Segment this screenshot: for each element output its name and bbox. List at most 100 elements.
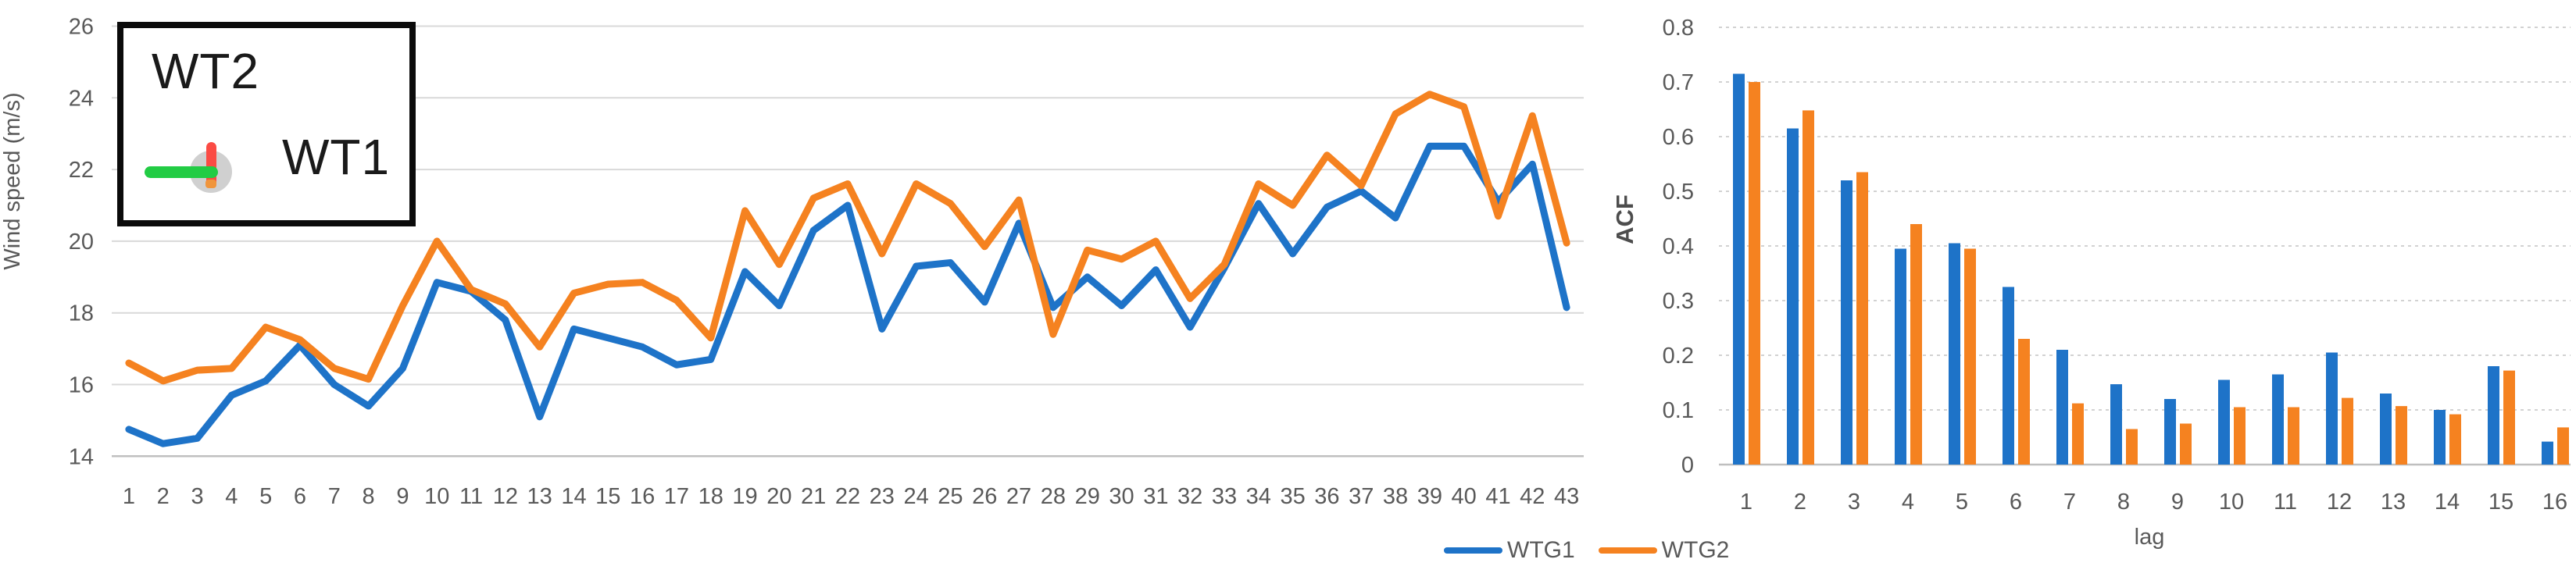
y-axis-tick-label: 22 [69,158,94,183]
acf-bar-wtg1 [2218,379,2230,465]
acf-bar-wtg2 [2557,427,2569,465]
legend-item-wtg2: WTG2 [1598,537,1730,564]
wtg1-line-swatch-icon [1444,547,1502,554]
acf-bar-wtg1 [2003,287,2014,465]
lag-tick-label: 14 [2435,490,2460,515]
acf-bar-wtg2 [2503,370,2515,465]
x-axis-tick-label: 30 [1109,484,1134,509]
acf-y-tick-label: 0.4 [1663,234,1694,259]
legend-label-wtg2: WTG2 [1661,537,1730,563]
acf-bar-wtg1 [1895,248,1906,465]
inset-wt1-label: WT1 [282,129,391,185]
x-axis-tick-label: 20 [766,484,791,509]
x-axis-tick-label: 9 [396,484,409,509]
turbine-orange-nub-icon [205,180,216,188]
x-axis-tick-label: 27 [1006,484,1031,509]
y-axis-tick-label: 24 [69,86,94,111]
lag-tick-label: 9 [2171,490,2184,515]
acf-bar-wtg2 [2288,407,2299,465]
inset-turbine-legend: WT2 WT1 [117,22,416,226]
x-axis-tick-label: 41 [1485,484,1510,509]
lag-tick-label: 13 [2381,490,2406,515]
x-axis-tick-label: 42 [1520,484,1545,509]
x-axis-tick-label: 29 [1075,484,1100,509]
wind-speed-y-axis-title: Wind speed (m/s) [0,92,25,269]
x-axis-tick-label: 2 [157,484,170,509]
lag-tick-label: 6 [2010,490,2022,515]
lag-x-axis-title: lag [2135,525,2165,550]
x-axis-tick-label: 6 [294,484,306,509]
lag-tick-label: 3 [1848,490,1860,515]
y-axis-tick-label: 18 [69,301,94,326]
x-axis-tick-label: 1 [123,484,135,509]
x-axis-tick-label: 43 [1554,484,1579,509]
y-axis-tick-label: 20 [69,230,94,255]
wtg2-line-swatch-icon [1598,547,1657,554]
lag-tick-label: 10 [2219,490,2244,515]
x-axis-tick-label: 28 [1041,484,1066,509]
acf-bar-wtg1 [2434,410,2446,465]
x-axis-tick-label: 23 [870,484,895,509]
acf-bar-wtg1 [2380,394,2392,465]
acf-bar-wtg2 [1964,248,1976,465]
acf-bar-wtg1 [2110,384,2122,465]
acf-bar-wtg2 [2449,414,2461,465]
acf-bar-wtg2 [1856,172,1868,465]
x-axis-tick-label: 21 [801,484,826,509]
x-axis-tick-label: 22 [835,484,860,509]
acf-bar-wtg1 [1841,180,1853,465]
acf-bar-wtg2 [2126,429,2138,465]
acf-y-tick-label: 0.5 [1663,180,1694,205]
lag-tick-label: 8 [2117,490,2130,515]
lag-tick-label: 5 [1956,490,1968,515]
acf-bar-wtg1 [2056,350,2068,465]
x-axis-tick-label: 4 [225,484,238,509]
legend-label-wtg1: WTG1 [1507,537,1575,563]
y-axis-tick-label: 14 [69,444,94,469]
acf-bar-wtg2 [2018,339,2030,465]
acf-bar-wtg1 [2272,374,2284,465]
x-axis-tick-label: 24 [903,484,928,509]
acf-bar-wtg2 [2234,407,2246,465]
acf-y-tick-label: 0.3 [1663,289,1694,314]
acf-y-tick-label: 0 [1681,453,1694,478]
x-axis-tick-label: 7 [328,484,341,509]
x-axis-tick-label: 11 [459,484,483,509]
acf-bar-wtg1 [2488,366,2499,465]
acf-bar-wtg2 [2342,397,2353,465]
x-axis-tick-label: 32 [1177,484,1202,509]
x-axis-tick-label: 10 [424,484,449,509]
acf-bar-wtg2 [1749,82,1760,465]
lag-tick-label: 11 [2274,490,2297,515]
x-axis-tick-label: 8 [363,484,375,509]
x-axis-tick-label: 16 [630,484,655,509]
acf-bar-wtg1 [1733,73,1745,465]
x-axis-tick-label: 26 [972,484,997,509]
turbine-green-arm-icon [145,166,218,178]
series-legend: WTG1 WTG2 [1444,537,1729,564]
lag-tick-label: 15 [2488,490,2513,515]
x-axis-tick-label: 36 [1314,484,1339,509]
x-axis-tick-label: 35 [1280,484,1305,509]
acf-y-tick-label: 0.1 [1663,398,1694,423]
lag-tick-label: 2 [1794,490,1806,515]
wtg2-line-series [125,91,1570,385]
acf-bar-wtg1 [2326,352,2338,465]
acf-y-tick-label: 0.7 [1663,70,1694,95]
acf-y-tick-label: 0.2 [1663,344,1694,369]
x-axis-tick-label: 37 [1349,484,1374,509]
lag-tick-label: 4 [1902,490,1914,515]
x-axis-tick-label: 12 [493,484,518,509]
acf-bar-wtg2 [1802,110,1814,465]
y-axis-tick-label: 16 [69,373,94,398]
acf-bar-wtg1 [1787,128,1799,465]
x-axis-tick-label: 40 [1452,484,1477,509]
x-axis-tick-label: 18 [698,484,723,509]
x-axis-tick-label: 13 [527,484,552,509]
x-axis-tick-label: 14 [561,484,586,509]
x-axis-tick-label: 33 [1212,484,1237,509]
acf-y-tick-label: 0.6 [1663,125,1694,150]
x-axis-tick-label: 25 [938,484,963,509]
acf-bar-wtg2 [1910,224,1922,465]
inset-wt2-label: WT2 [152,43,260,99]
